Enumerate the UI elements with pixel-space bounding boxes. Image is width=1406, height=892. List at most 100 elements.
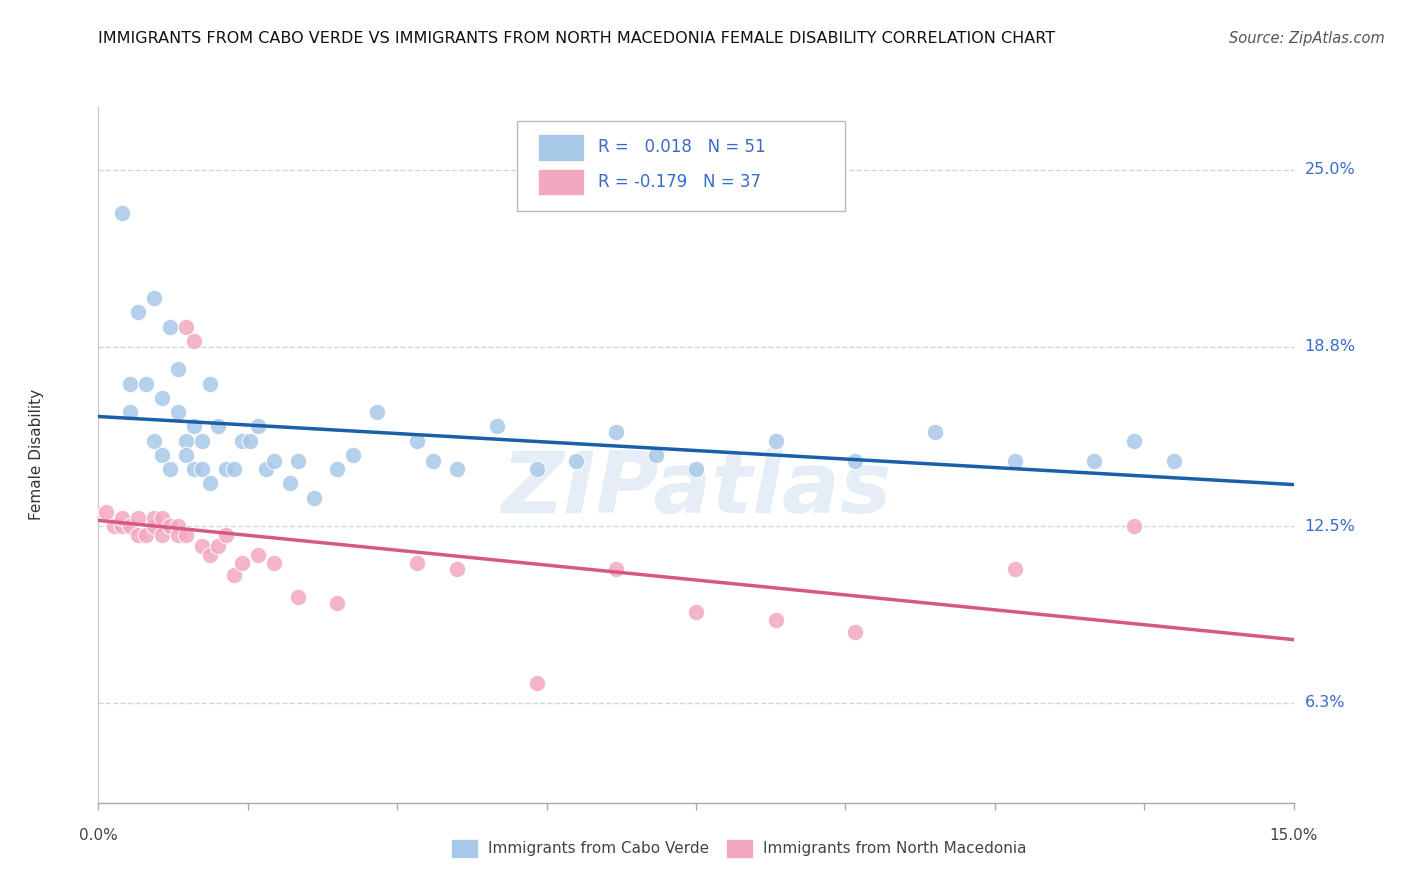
- Point: [143, 519, 166, 533]
- Point: [526, 462, 548, 476]
- Point: [765, 434, 787, 448]
- Point: [127, 510, 149, 524]
- Point: [103, 519, 125, 533]
- Point: [406, 556, 429, 570]
- Point: [174, 434, 197, 448]
- Point: [135, 528, 157, 542]
- Point: [120, 376, 142, 391]
- Point: [150, 510, 173, 524]
- Point: [446, 562, 468, 576]
- Point: [222, 567, 245, 582]
- Point: [844, 624, 866, 639]
- Point: [765, 613, 787, 627]
- Point: [422, 453, 444, 467]
- Point: [167, 362, 190, 376]
- FancyBboxPatch shape: [538, 134, 583, 161]
- Point: [174, 448, 197, 462]
- Point: [143, 434, 166, 448]
- Text: ZIPatlas: ZIPatlas: [501, 448, 891, 532]
- Text: 18.8%: 18.8%: [1305, 339, 1355, 354]
- Point: [231, 556, 253, 570]
- Text: 12.5%: 12.5%: [1305, 519, 1355, 533]
- Point: [111, 205, 134, 219]
- Point: [246, 419, 269, 434]
- Point: [287, 453, 309, 467]
- Point: [685, 462, 707, 476]
- Point: [342, 448, 364, 462]
- Point: [246, 548, 269, 562]
- Point: [605, 562, 627, 576]
- Point: [127, 528, 149, 542]
- Point: [207, 419, 229, 434]
- Point: [215, 528, 238, 542]
- Point: [183, 462, 205, 476]
- Point: [565, 453, 588, 467]
- Text: Immigrants from North Macedonia: Immigrants from North Macedonia: [763, 841, 1026, 856]
- Point: [191, 434, 214, 448]
- Point: [326, 462, 349, 476]
- Point: [326, 596, 349, 610]
- Point: [191, 462, 214, 476]
- Point: [159, 519, 181, 533]
- Point: [1163, 453, 1185, 467]
- Text: 15.0%: 15.0%: [1270, 828, 1317, 843]
- Point: [198, 376, 221, 391]
- Point: [135, 376, 157, 391]
- Point: [222, 462, 245, 476]
- Point: [143, 291, 166, 305]
- Point: [183, 334, 205, 348]
- Point: [1123, 519, 1146, 533]
- FancyBboxPatch shape: [538, 169, 583, 195]
- Point: [183, 419, 205, 434]
- Point: [1004, 453, 1026, 467]
- Point: [174, 319, 197, 334]
- Point: [406, 434, 429, 448]
- Text: Female Disability: Female Disability: [28, 389, 44, 521]
- Point: [174, 528, 197, 542]
- Text: 6.3%: 6.3%: [1305, 696, 1346, 711]
- Point: [1004, 562, 1026, 576]
- Point: [159, 462, 181, 476]
- Point: [685, 605, 707, 619]
- Point: [254, 462, 277, 476]
- Text: Immigrants from Cabo Verde: Immigrants from Cabo Verde: [488, 841, 709, 856]
- Point: [167, 519, 190, 533]
- Point: [167, 528, 190, 542]
- Point: [167, 405, 190, 419]
- Point: [191, 539, 214, 553]
- Point: [1123, 434, 1146, 448]
- Point: [1083, 453, 1105, 467]
- Text: 0.0%: 0.0%: [79, 828, 118, 843]
- Point: [302, 491, 325, 505]
- Text: IMMIGRANTS FROM CABO VERDE VS IMMIGRANTS FROM NORTH MACEDONIA FEMALE DISABILITY : IMMIGRANTS FROM CABO VERDE VS IMMIGRANTS…: [98, 31, 1056, 46]
- Point: [150, 391, 173, 405]
- Point: [111, 519, 134, 533]
- Point: [239, 434, 262, 448]
- Point: [526, 676, 548, 690]
- Point: [159, 319, 181, 334]
- FancyBboxPatch shape: [451, 839, 478, 858]
- Point: [263, 556, 285, 570]
- Text: R =   0.018   N = 51: R = 0.018 N = 51: [598, 138, 766, 156]
- Point: [263, 453, 285, 467]
- Point: [844, 453, 866, 467]
- Point: [231, 434, 253, 448]
- Point: [366, 405, 388, 419]
- Point: [215, 462, 238, 476]
- Text: 25.0%: 25.0%: [1305, 162, 1355, 178]
- Text: R = -0.179   N = 37: R = -0.179 N = 37: [598, 173, 761, 191]
- Point: [143, 510, 166, 524]
- Point: [120, 405, 142, 419]
- Point: [207, 539, 229, 553]
- Point: [278, 476, 301, 491]
- Text: Source: ZipAtlas.com: Source: ZipAtlas.com: [1229, 31, 1385, 46]
- Point: [96, 505, 118, 519]
- FancyBboxPatch shape: [517, 121, 845, 211]
- Point: [287, 591, 309, 605]
- Point: [150, 528, 173, 542]
- Point: [605, 425, 627, 439]
- Point: [446, 462, 468, 476]
- Point: [198, 476, 221, 491]
- Point: [198, 548, 221, 562]
- Point: [645, 448, 668, 462]
